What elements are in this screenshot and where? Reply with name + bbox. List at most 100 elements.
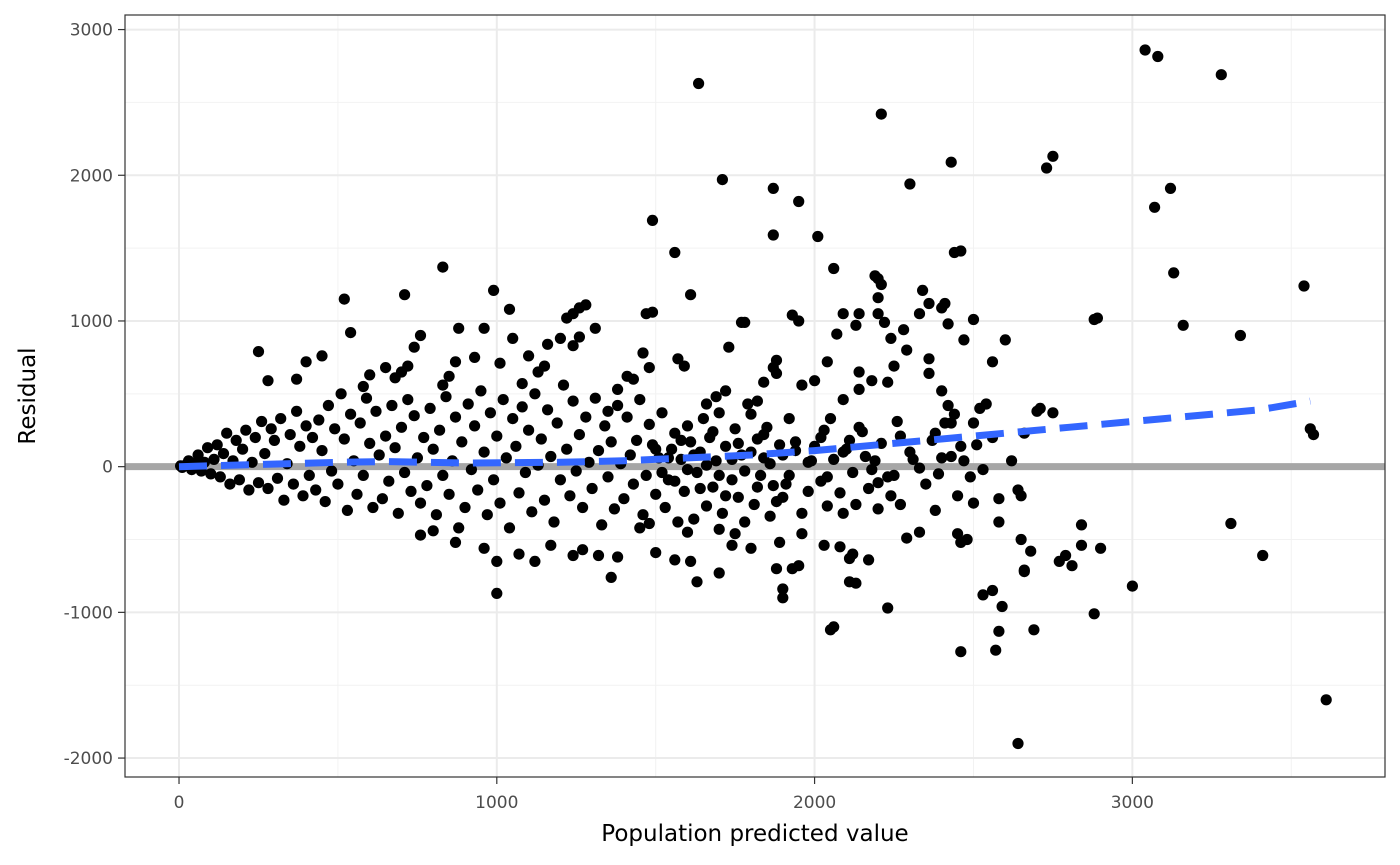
data-point: [882, 602, 894, 614]
data-point: [726, 539, 738, 551]
data-point: [208, 453, 220, 465]
data-point: [1018, 564, 1030, 576]
data-point: [612, 399, 624, 412]
data-point: [494, 497, 506, 509]
data-point: [395, 421, 408, 433]
data-point: [297, 490, 309, 502]
data-point: [567, 549, 579, 562]
data-point: [681, 420, 694, 432]
data-point: [605, 436, 617, 448]
data-point: [494, 357, 506, 369]
data-point: [913, 462, 926, 474]
data-point: [1012, 737, 1024, 750]
data-point: [939, 417, 951, 429]
data-point: [917, 284, 929, 296]
data-point: [977, 464, 989, 476]
data-point: [850, 577, 862, 589]
data-point: [484, 407, 496, 419]
data-point: [840, 443, 853, 455]
data-point: [313, 414, 325, 426]
data-point: [583, 456, 595, 468]
data-point: [376, 493, 388, 505]
data-point: [399, 466, 411, 479]
data-point: [952, 528, 964, 540]
data-point: [716, 507, 729, 519]
data-point: [872, 292, 884, 304]
data-point: [503, 303, 516, 315]
data-point: [681, 464, 694, 476]
data-point: [507, 332, 519, 344]
data-point: [955, 646, 967, 658]
data-point: [685, 436, 697, 448]
data-point: [742, 398, 754, 410]
data-point: [631, 434, 643, 446]
data-point: [469, 351, 481, 363]
data-point: [1152, 50, 1164, 63]
data-point: [233, 474, 245, 486]
data-point: [418, 431, 430, 444]
smooth-trend-line: [178, 397, 1311, 471]
data-point: [875, 278, 887, 291]
data-point: [414, 329, 427, 342]
data-point: [437, 379, 449, 391]
data-point: [357, 380, 369, 393]
data-point: [380, 362, 392, 374]
data-point: [345, 327, 357, 339]
data-point: [408, 410, 420, 422]
data-point: [939, 297, 951, 310]
data-point: [1041, 162, 1053, 174]
data-point: [414, 529, 427, 541]
data-point: [815, 475, 827, 487]
data-point: [786, 309, 798, 321]
data-point: [882, 471, 894, 483]
data-point: [586, 482, 598, 495]
data-point: [891, 415, 903, 428]
data-point: [542, 338, 554, 350]
data-point: [952, 490, 964, 502]
data-point: [491, 587, 503, 600]
data-point: [599, 420, 611, 432]
data-point: [770, 496, 783, 508]
data-point: [399, 289, 411, 301]
y-tick-label: -2000: [64, 749, 113, 769]
data-point: [523, 424, 535, 436]
data-point: [580, 411, 592, 423]
data-point: [920, 478, 932, 490]
data-point: [977, 589, 989, 601]
data-point: [612, 383, 624, 395]
data-point: [789, 436, 802, 448]
data-point: [828, 453, 840, 465]
data-point: [993, 516, 1005, 528]
data-point: [958, 455, 970, 467]
data-point: [462, 398, 474, 410]
data-point: [1028, 624, 1040, 636]
data-point: [872, 308, 884, 320]
data-point: [329, 423, 341, 435]
data-point: [449, 356, 462, 368]
data-point: [1012, 484, 1024, 496]
data-point: [967, 497, 980, 509]
data-point: [427, 443, 439, 455]
x-axis-ticks: 0 1000 2000 3000: [174, 777, 1154, 813]
scatter-points: [175, 44, 1332, 750]
data-point: [405, 485, 417, 497]
data-point: [291, 373, 303, 385]
data-point: [287, 478, 299, 490]
data-point: [929, 504, 941, 516]
data-point: [739, 516, 751, 528]
data-point: [859, 450, 872, 463]
data-point: [478, 446, 490, 458]
data-point: [322, 399, 334, 412]
data-point: [211, 439, 223, 451]
data-point: [434, 424, 446, 436]
data-point: [723, 341, 735, 353]
data-point: [993, 493, 1005, 505]
data-point: [488, 284, 500, 296]
data-point: [691, 576, 703, 588]
data-point: [713, 523, 725, 535]
data-point: [774, 439, 786, 451]
data-point: [532, 366, 544, 378]
data-point: [656, 466, 668, 479]
data-point: [1047, 150, 1059, 162]
data-point: [767, 182, 779, 194]
